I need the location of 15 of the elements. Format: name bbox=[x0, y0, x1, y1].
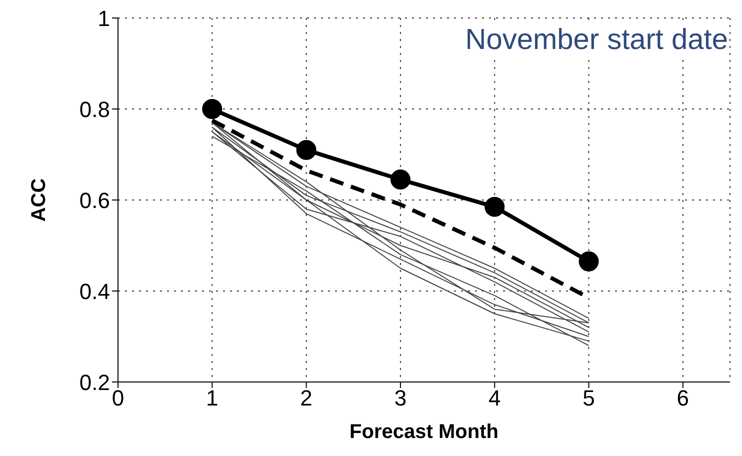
x-tick-label: 2 bbox=[300, 386, 312, 411]
x-tick-label: 1 bbox=[206, 386, 218, 411]
x-axis-title: Forecast Month bbox=[350, 421, 498, 443]
y-tick-label: 0.8 bbox=[79, 96, 110, 122]
y-tick-label: 0.4 bbox=[79, 278, 110, 304]
y-axis-title: ACC bbox=[28, 178, 50, 222]
x-tick-label: 6 bbox=[676, 386, 690, 411]
y-tick-label: 0.6 bbox=[79, 188, 110, 213]
x-tick-label: 3 bbox=[394, 386, 407, 411]
x-tick-label: 5 bbox=[582, 386, 595, 411]
x-tick-label: 0 bbox=[112, 386, 124, 411]
y-tick-label: 0.2 bbox=[79, 370, 110, 395]
annotation: November start date bbox=[465, 24, 728, 57]
y-tick-label: 1 bbox=[98, 6, 110, 31]
x-tick-label: 4 bbox=[488, 386, 501, 411]
